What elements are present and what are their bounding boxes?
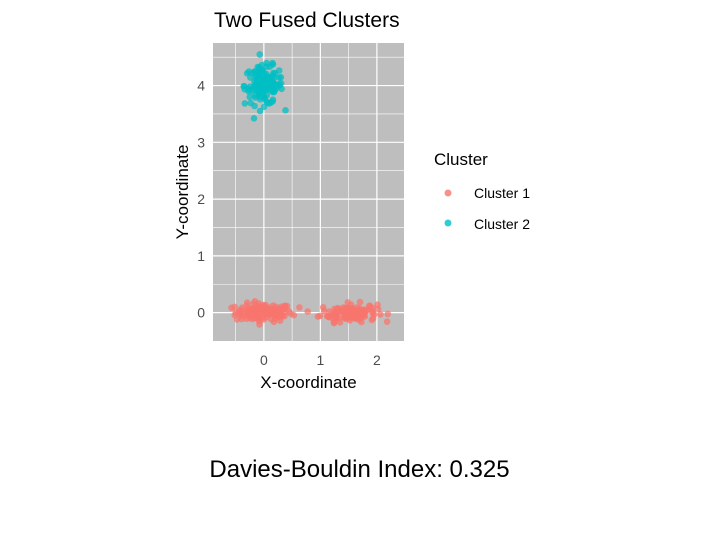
y-tick-label: 3 (197, 134, 205, 150)
data-point (264, 309, 272, 317)
data-point (384, 310, 392, 318)
data-point (267, 315, 275, 323)
data-point (247, 99, 254, 107)
data-point (346, 305, 354, 312)
data-point (243, 299, 251, 307)
data-point (319, 304, 327, 311)
y-axis-ticks: 0 1 2 3 4 (197, 78, 205, 321)
legend-key-cluster-1 (444, 189, 452, 197)
data-point (241, 308, 248, 315)
data-point (316, 312, 324, 320)
data-point (275, 74, 283, 81)
data-point (228, 304, 235, 312)
legend-label-cluster-1: Cluster 1 (474, 185, 530, 201)
legend-label-cluster-2: Cluster 2 (474, 216, 530, 232)
data-point (296, 304, 303, 311)
data-point (256, 315, 264, 322)
x-tick-label: 1 (316, 352, 324, 368)
data-point (250, 115, 258, 122)
data-point (271, 69, 279, 77)
y-tick-label: 1 (197, 248, 205, 264)
data-points (228, 51, 392, 328)
data-point (278, 85, 285, 93)
data-point (259, 90, 267, 97)
data-point (269, 98, 276, 105)
x-tick-label: 2 (373, 352, 381, 368)
data-point (377, 311, 384, 318)
data-point (256, 51, 264, 58)
chart-title: Two Fused Clusters (214, 9, 400, 32)
data-point (252, 82, 259, 89)
data-point (287, 310, 294, 317)
data-point (383, 318, 391, 326)
data-point (345, 313, 353, 321)
data-point (368, 307, 376, 315)
data-point (266, 85, 274, 93)
data-point (336, 319, 344, 326)
data-point (255, 64, 263, 71)
legend-key-cluster-2 (444, 219, 452, 227)
series-2 (240, 51, 289, 122)
davies-bouldin-caption: Davies-Bouldin Index: 0.325 (0, 456, 719, 484)
data-point (332, 313, 340, 321)
data-point (238, 315, 245, 323)
data-point (269, 309, 277, 317)
data-point (304, 308, 312, 315)
y-tick-label: 2 (197, 191, 205, 207)
data-point (249, 311, 256, 318)
data-point (360, 310, 368, 318)
legend-title: Cluster (434, 150, 488, 169)
data-point (330, 319, 338, 327)
data-point (262, 96, 269, 104)
x-axis-label: X-coordinate (260, 373, 356, 392)
x-axis-ticks: 0 1 2 (260, 352, 381, 368)
data-point (261, 303, 269, 310)
data-point (254, 75, 261, 82)
data-point (325, 313, 332, 320)
data-point (282, 107, 289, 114)
caption-text: Davies-Bouldin Index: 0.325 (209, 456, 510, 483)
data-point (256, 107, 264, 115)
data-point (249, 87, 256, 94)
data-point (277, 79, 285, 87)
data-point (356, 298, 364, 306)
x-tick-label: 0 (260, 352, 268, 368)
plot-panel (213, 43, 404, 341)
data-point (374, 301, 381, 309)
data-point (240, 83, 247, 90)
y-tick-label: 4 (197, 78, 205, 94)
data-point (241, 100, 249, 107)
data-point (267, 76, 275, 83)
y-axis-label: Y-coordinate (173, 145, 192, 240)
data-point (247, 74, 254, 81)
y-tick-label: 0 (197, 305, 205, 321)
series-1 (228, 298, 392, 328)
scatter-chart: Two Fused Clusters 0 1 2 0 1 2 3 4 X-coordinat… (173, 9, 530, 392)
data-point (261, 74, 269, 82)
data-point (251, 68, 258, 75)
data-point (246, 93, 254, 101)
data-point (276, 306, 284, 314)
data-point (368, 316, 376, 324)
legend: Cluster Cluster 1 Cluster 2 (434, 150, 530, 232)
data-point (250, 300, 257, 308)
